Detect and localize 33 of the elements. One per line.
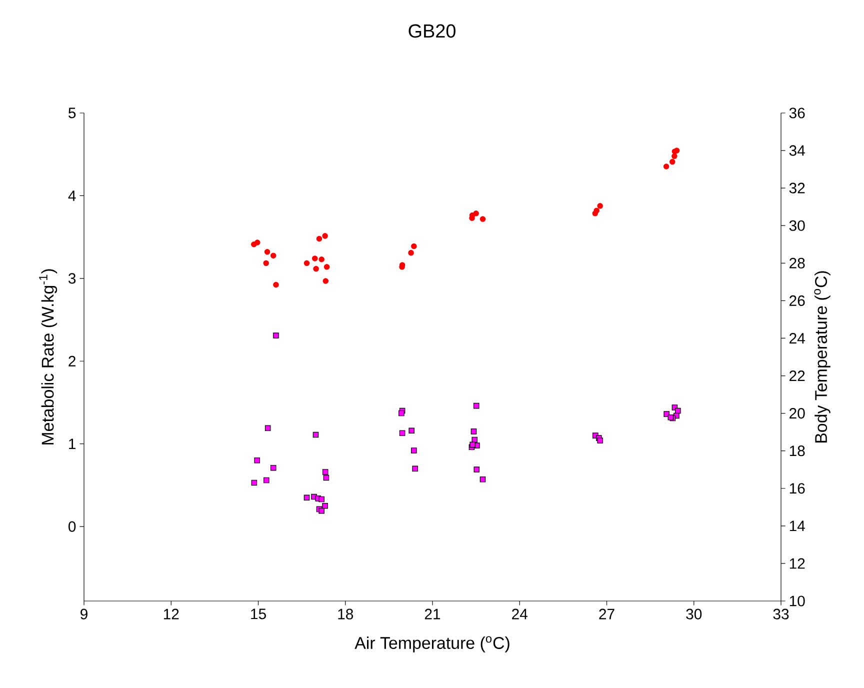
y-tick-label: 0 — [68, 521, 76, 532]
y2-tick-label: 28 — [790, 258, 805, 268]
y2-axis-title: Body Temperature ($^{o}$C) — [814, 271, 830, 442]
y-tick-label: 5 — [68, 108, 76, 118]
y2-tick-label: 36 — [789, 108, 805, 118]
y-axis-title: Metabolic Rate (W.kg$^{-1}$) — [39, 269, 58, 444]
chart-title: GB20 — [408, 24, 456, 38]
y2-tick-label: 26 — [790, 295, 805, 306]
x-tick-label: 24 — [512, 608, 528, 620]
y2-tick-label: 14 — [790, 520, 805, 532]
y2-tick-label: 24 — [790, 333, 805, 344]
x-tick-label: 30 — [686, 608, 702, 620]
x-tick-label: 27 — [599, 608, 614, 620]
y2-tick-label: 34 — [789, 145, 805, 156]
y2-tick-label: 12 — [790, 558, 805, 569]
y2-tick-label: 18 — [790, 446, 805, 456]
y2-tick-label: 30 — [789, 220, 805, 231]
x-tick-label: 18 — [338, 608, 354, 620]
y2-tick-label: 32 — [789, 182, 805, 194]
x-tick-label: 21 — [424, 608, 440, 620]
y-tick-label: 4 — [68, 190, 76, 201]
x-tick-label: 33 — [773, 608, 789, 620]
y2-tick-label: 16 — [790, 483, 805, 494]
x-tick-label: 12 — [164, 608, 179, 620]
x-tick-label: 9 — [80, 608, 88, 620]
y2-tick-label: 10 — [790, 596, 805, 606]
y2-tick-label: 22 — [790, 370, 805, 381]
y-tick-label: 1 — [69, 438, 76, 449]
x-axis-title: Air Temperature ($^{o}$C) — [354, 636, 510, 652]
x-tick-label: 15 — [251, 608, 266, 620]
y-tick-label: 2 — [68, 356, 76, 366]
y2-tick-label: 20 — [790, 408, 805, 419]
y-tick-label: 3 — [68, 273, 76, 284]
